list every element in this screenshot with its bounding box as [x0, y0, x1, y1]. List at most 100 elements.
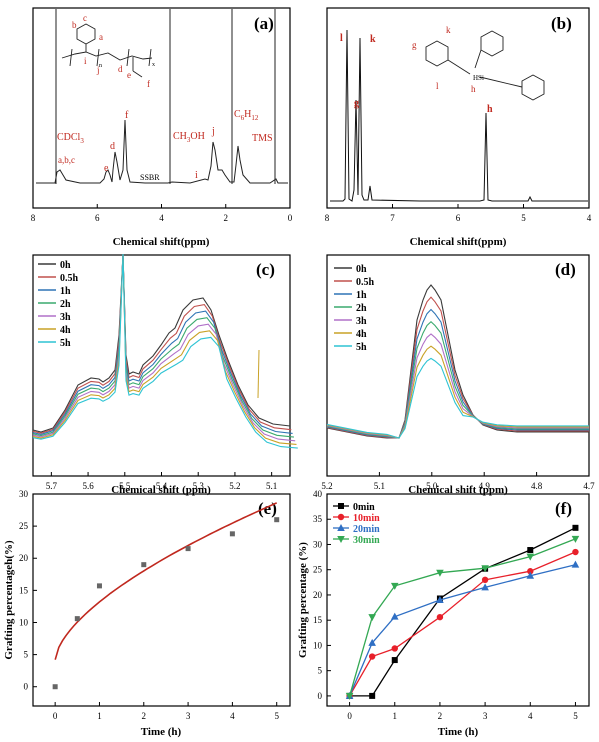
panel-e-frame: [32, 493, 291, 707]
panel-b-annotations: l k g h: [340, 33, 493, 115]
data-point-f-10min: [481, 576, 489, 584]
legend-label-2h: 2h: [356, 303, 367, 314]
legend-marker-30min: [337, 536, 345, 543]
svg-text:e: e: [104, 163, 109, 174]
legend-label-0.5h: 0.5h: [356, 277, 375, 288]
y-tick-label-f: 40: [313, 489, 323, 499]
y-tick-label-f: 10: [313, 640, 323, 650]
legend-label-20min: 20min: [353, 524, 380, 535]
data-point-f-10min: [368, 653, 376, 660]
data-point-f-10min: [572, 548, 579, 556]
data-point-f-0min: [369, 692, 376, 699]
panel-b-structure: [425, 30, 545, 101]
x-tick-label-c: 5.4: [156, 481, 168, 491]
data-point-f-10min: [391, 645, 398, 652]
data-point-f-20min: [368, 638, 376, 646]
svg-text:c: c: [83, 13, 87, 23]
y-tick-label-f: 15: [313, 615, 323, 625]
panel-f-frame: [326, 493, 590, 707]
legend-label-3h: 3h: [356, 316, 367, 327]
data-point-f-0min: [391, 657, 398, 664]
y-tick-label-f: 0: [318, 691, 323, 701]
y-tick-label-f: 5: [318, 666, 323, 676]
data-point-f-30min: [571, 535, 580, 543]
x-tick-label-f: 0: [347, 711, 352, 721]
legends: 0h 0.5h 1h 2h 3h 4h 5h 0h 0.5h 1h 2h 3h 4h 5h 0min10mi…: [38, 260, 380, 546]
data-point-f-30min: [368, 614, 376, 622]
data-point-f-20min: [481, 583, 489, 591]
xlabel-a: Chemical shift(ppm): [113, 236, 210, 248]
series-spike-c: [257, 349, 260, 399]
y-tick-label-f: 20: [313, 590, 323, 600]
data-point-f-10min: [436, 613, 444, 621]
y-tick-label-e: 10: [19, 617, 29, 627]
x-tick-label-d: 5.0: [426, 481, 438, 491]
data-point-f-20min: [390, 612, 399, 620]
x-tick-label-a: 4: [159, 213, 164, 223]
x-tick-label-d: 4.8: [531, 481, 543, 491]
x-tick-label-c: 5.3: [193, 481, 205, 491]
panel-a-annotations: CDCl3 a,b,c e d f SSBR CH3OH i j C6H12 T…: [57, 109, 273, 182]
data-point-f-20min: [526, 571, 535, 579]
fit-curve-e: [54, 502, 278, 660]
data-point-f-20min: [436, 596, 444, 603]
legend-label-10min: 10min: [353, 513, 380, 524]
x-tick-label-e: 0: [53, 711, 58, 721]
legend-label-5h: 5h: [356, 342, 367, 353]
legend-label-1h: 1h: [356, 290, 367, 301]
x-tick-label-d: 5.1: [374, 481, 385, 491]
x-tick-label-c: 5.5: [119, 481, 131, 491]
svg-text:n: n: [99, 63, 102, 69]
svg-text:k: k: [370, 34, 376, 45]
ylabel-f: Grafting percentage (%): [297, 542, 309, 658]
panel-c-series: [32, 253, 298, 449]
series-line-c-0.5h: [32, 253, 292, 434]
panel-b-frame: [326, 7, 590, 209]
legend-marker-10min: [337, 513, 345, 521]
y-tick-label-e: 0: [24, 682, 29, 692]
y-tick-label-e: 15: [19, 585, 29, 595]
panel-c-frame: [32, 254, 291, 477]
data-point-e: [185, 546, 191, 552]
svg-text:d: d: [110, 141, 115, 152]
series-line-f-30min: [348, 538, 576, 697]
svg-text:e: e: [127, 70, 131, 80]
axis-ticks: 8 6 4 2 0 8 7 6 5 45.7 5.6 5.5 5.4 5.3 5.2 5.1 5.2 5.1 5.0…: [19, 204, 595, 721]
series-line-c-2h: [32, 253, 294, 438]
x-tick-label-e: 5: [274, 711, 279, 721]
legend-marker-20min: [337, 524, 345, 531]
panel-label-a: (a): [254, 14, 274, 33]
data-point-f-0min: [572, 524, 579, 531]
x-tick-label-f: 3: [483, 711, 488, 721]
svg-text:b: b: [72, 20, 77, 30]
series-line-c-0h: [32, 253, 291, 433]
data-point-f-0min: [527, 547, 534, 554]
x-tick-label-c: 5.1: [266, 481, 277, 491]
svg-text:f: f: [125, 110, 129, 121]
legend-label-3h: 3h: [60, 312, 71, 323]
legend-label-30min: 30min: [353, 535, 380, 546]
svg-text:x: x: [152, 62, 155, 68]
x-tick-label-b: 8: [325, 213, 330, 223]
svg-text:SSBR: SSBR: [140, 173, 160, 182]
data-point-f-30min: [390, 582, 399, 590]
svg-text:h: h: [471, 84, 476, 94]
svg-text:j: j: [211, 126, 215, 137]
x-tick-label-d: 4.7: [583, 481, 595, 491]
legend-label-1h: 1h: [60, 286, 71, 297]
y-tick-label-f: 25: [313, 565, 323, 575]
panel-label-e: (e): [258, 499, 277, 518]
panel-b-structure-labels: k g l h HSi: [412, 25, 484, 94]
svg-text:g: g: [354, 98, 359, 109]
x-tick-label-f: 5: [573, 711, 578, 721]
svg-text:a: a: [99, 32, 103, 42]
panel-a-spectrum: [36, 9, 288, 184]
data-point-f-20min: [571, 560, 580, 568]
legend-marker-0min: [338, 503, 344, 509]
x-tick-label-a: 8: [31, 213, 36, 223]
ylabel-e: Grafting percentageh(%): [3, 540, 15, 660]
svg-text:i: i: [84, 56, 87, 66]
svg-text:l: l: [436, 81, 439, 91]
x-tick-label-f: 4: [528, 711, 533, 721]
panel-label-c: (c): [256, 260, 275, 279]
